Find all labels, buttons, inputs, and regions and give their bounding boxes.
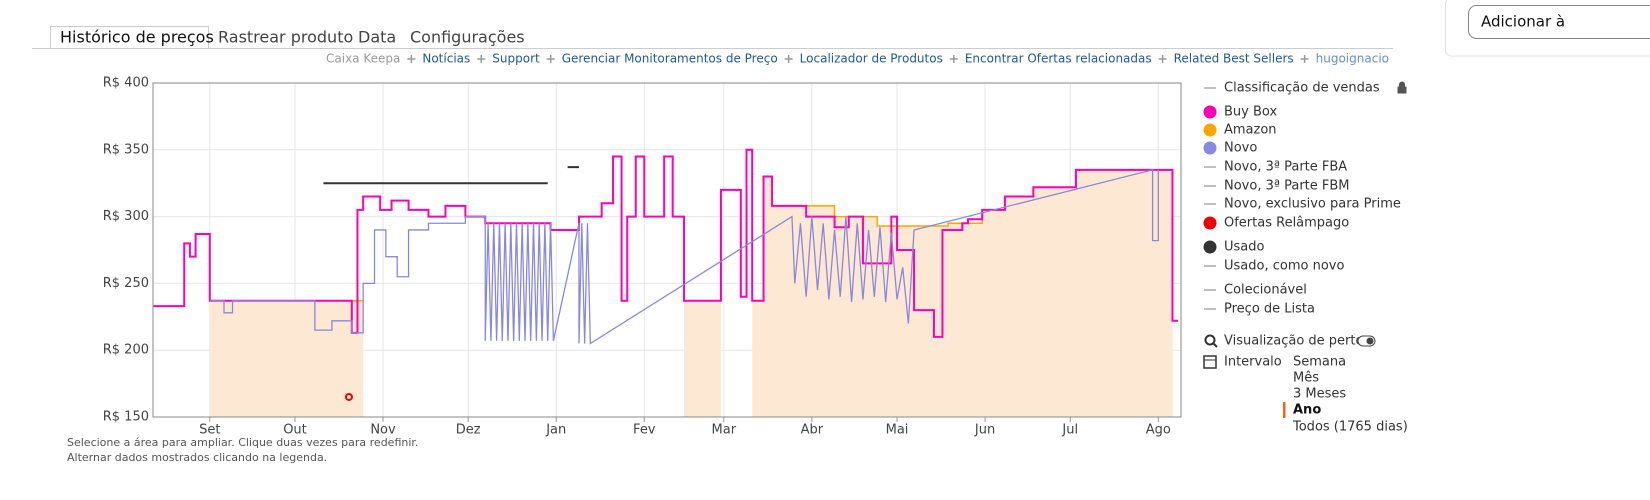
link[interactable]: Support xyxy=(492,52,540,66)
link-separator xyxy=(949,55,958,63)
legend-marker xyxy=(1203,123,1217,137)
range-option[interactable]: Todos (1765 dias) xyxy=(1292,420,1408,435)
link-separator xyxy=(1300,55,1309,63)
y-tick-label: R$ 250 xyxy=(103,276,149,291)
legend-label[interactable]: Amazon xyxy=(1224,123,1277,138)
range-option[interactable]: Semana xyxy=(1293,355,1346,370)
series-line xyxy=(323,166,579,185)
link[interactable]: Localizador de Produtos xyxy=(800,52,943,66)
legend-marker xyxy=(1203,240,1217,254)
x-tick-label: Out xyxy=(283,423,307,438)
tab[interactable]: Data xyxy=(358,28,396,47)
y-tick-label: R$ 150 xyxy=(103,410,149,425)
tab[interactable]: Histórico de preços xyxy=(60,28,214,47)
point xyxy=(344,392,353,401)
toggle-knob xyxy=(1366,337,1374,345)
y-tick-label: R$ 200 xyxy=(103,343,149,358)
plot-frame xyxy=(152,82,1182,418)
legend-label[interactable]: Usado xyxy=(1224,240,1265,255)
note: Selecione a área para ampliar. Clique du… xyxy=(67,436,418,449)
x-tick-label: Abr xyxy=(801,423,824,438)
legend-label[interactable]: Novo xyxy=(1224,141,1257,156)
search-icon xyxy=(1212,342,1218,348)
link-separator xyxy=(546,55,555,63)
legend-label[interactable]: Preço de Lista xyxy=(1224,302,1315,317)
calendar-icon xyxy=(1203,355,1217,369)
link-separator xyxy=(477,55,486,63)
link[interactable]: Related Best Sellers xyxy=(1174,52,1294,66)
y-tick-label: R$ 400 xyxy=(103,76,149,91)
x-tick-label: Ago xyxy=(1146,423,1171,438)
legend-marker xyxy=(1203,216,1217,230)
y-tick-label: R$ 350 xyxy=(103,142,149,157)
link[interactable]: Notícias xyxy=(422,52,470,66)
range-option[interactable]: 3 Meses xyxy=(1293,387,1346,402)
legend-marker xyxy=(1203,141,1217,155)
legend-label[interactable]: Colecionável xyxy=(1224,283,1307,298)
link: Caixa Keepa xyxy=(326,52,400,66)
x-tick-label: Mai xyxy=(886,423,909,438)
link[interactable]: Encontrar Ofertas relacionadas xyxy=(965,52,1152,66)
legend-marker xyxy=(1203,105,1217,119)
link[interactable]: Gerenciar Monitoramentos de Preço xyxy=(562,52,778,66)
series-line xyxy=(209,169,1159,345)
x-tick-label: Set xyxy=(199,423,220,438)
legend-label[interactable]: Ofertas Relâmpago xyxy=(1224,216,1349,231)
add-button-label[interactable]: Adicionar à xyxy=(1481,13,1565,31)
active-tab-box xyxy=(50,26,209,49)
tab[interactable]: Configurações xyxy=(410,28,525,47)
x-tick-label: Mar xyxy=(712,423,737,438)
note: Alternar dados mostrados clicando na leg… xyxy=(67,451,327,464)
x-tick-label: Fev xyxy=(633,423,656,438)
y-tick-label: R$ 300 xyxy=(103,209,149,224)
range-label: Intervalo xyxy=(1224,355,1282,370)
tab[interactable]: Rastrear produto xyxy=(218,28,353,47)
legend-label[interactable]: Usado, como novo xyxy=(1224,259,1344,274)
add-button[interactable] xyxy=(1468,5,1650,39)
legend-label[interactable]: Novo, 3ª Parte FBA xyxy=(1224,160,1347,175)
legend-label[interactable]: Buy Box xyxy=(1224,105,1277,120)
range-option[interactable]: Ano xyxy=(1293,403,1321,418)
range-option[interactable]: Mês xyxy=(1293,371,1319,386)
link-separator xyxy=(407,55,416,63)
area-fill xyxy=(209,169,1173,417)
legend-label[interactable]: Novo, 3ª Parte FBM xyxy=(1224,179,1350,194)
link-separator xyxy=(784,55,793,63)
series-line xyxy=(153,148,1179,338)
x-tick-label: Jun xyxy=(974,423,995,438)
x-tick-label: Dez xyxy=(456,423,481,438)
side-card xyxy=(1445,0,1650,57)
x-tick-label: Jan xyxy=(545,423,566,438)
link[interactable]: hugoignacio xyxy=(1316,52,1389,66)
x-tick-label: Jul xyxy=(1061,423,1078,438)
legend-label[interactable]: Novo, exclusivo para Prime xyxy=(1224,197,1401,212)
selected-marker xyxy=(1283,402,1286,418)
x-tick-label: Nov xyxy=(370,423,396,438)
lock-icon xyxy=(1397,81,1407,94)
link-separator xyxy=(1158,55,1167,63)
legend-label[interactable]: Classificação de vendas xyxy=(1224,81,1380,96)
close-view-label[interactable]: Visualização de perto xyxy=(1224,334,1363,349)
search-icon xyxy=(1204,334,1216,346)
plot-marks xyxy=(153,148,1179,417)
